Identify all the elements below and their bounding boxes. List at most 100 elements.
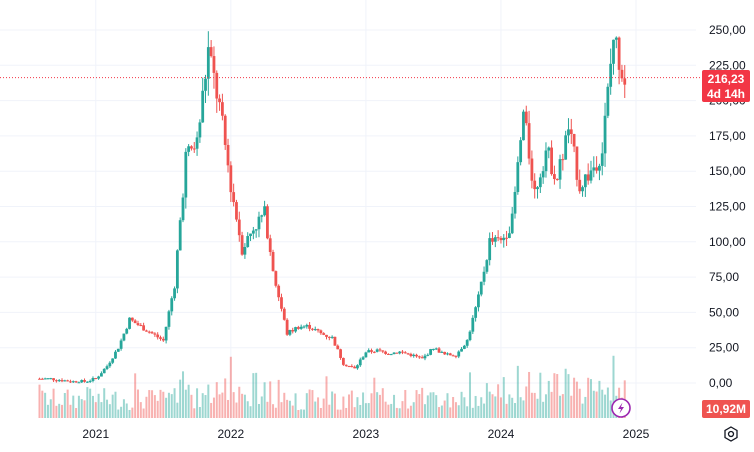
- volume-bar: [63, 392, 66, 418]
- candle-body: [569, 129, 573, 134]
- volume-bar: [61, 404, 64, 418]
- candle-body: [249, 233, 252, 237]
- volume-bar: [556, 374, 559, 418]
- candle-body: [251, 230, 255, 234]
- candle-body: [609, 63, 613, 87]
- candle-body: [277, 285, 281, 298]
- candle-body: [139, 325, 143, 327]
- candle-body: [232, 192, 236, 203]
- candle-body: [94, 378, 98, 380]
- volume-bar: [516, 365, 519, 418]
- volume-bar: [345, 407, 348, 418]
- candle-body: [80, 380, 84, 383]
- volume-bar: [497, 384, 500, 418]
- volume-bar: [567, 374, 570, 418]
- candle-body: [443, 351, 447, 355]
- candle-body: [305, 324, 309, 327]
- candle-body: [617, 37, 621, 70]
- volume-bar: [578, 388, 581, 418]
- volume-bar: [463, 397, 466, 418]
- volume-bar: [300, 409, 303, 418]
- volume-bar: [170, 394, 173, 418]
- candle-body: [485, 260, 489, 272]
- volume-bar: [601, 389, 604, 418]
- candle-body: [159, 337, 162, 339]
- candle-body: [553, 174, 556, 179]
- candle-body: [367, 350, 371, 353]
- volume-bar: [570, 395, 573, 418]
- volume-bar: [373, 377, 376, 418]
- volume-bar: [376, 392, 379, 418]
- volume-bar: [218, 394, 221, 418]
- volume-bar: [362, 392, 365, 418]
- candle-body: [282, 308, 286, 320]
- volume-bar: [97, 393, 100, 418]
- x-tick-label: 2025: [623, 427, 650, 441]
- candle-body: [153, 333, 157, 335]
- candle-body: [412, 354, 416, 357]
- volume-bar: [466, 406, 469, 418]
- candle-body: [415, 354, 418, 357]
- candle-body: [161, 338, 165, 341]
- volume-bar: [283, 392, 286, 418]
- volume-bar: [483, 403, 486, 418]
- candle-body: [325, 334, 328, 337]
- candle-body: [288, 330, 292, 335]
- candle-body: [190, 146, 193, 149]
- volume-bar: [491, 394, 494, 418]
- volume-bar: [457, 405, 460, 418]
- candle-body: [589, 170, 593, 181]
- candle-body: [462, 345, 466, 349]
- volume-bar: [342, 396, 345, 418]
- candle-body: [603, 115, 607, 154]
- volume-bar: [260, 396, 263, 418]
- volume-bar: [511, 397, 514, 418]
- candle-body: [195, 137, 199, 149]
- candle-body: [175, 250, 179, 289]
- candle-body: [130, 317, 134, 321]
- volume-bar: [606, 387, 609, 418]
- candle-body: [167, 311, 171, 327]
- volume-bar: [44, 392, 47, 418]
- gear-icon[interactable]: [724, 426, 738, 442]
- volume-bar: [122, 399, 125, 418]
- candle-body: [378, 349, 382, 351]
- volume-bar: [550, 391, 553, 418]
- candle-body: [533, 180, 537, 190]
- volume-bar: [246, 401, 249, 418]
- candle-body: [364, 352, 368, 358]
- y-tick-label: 0,00: [709, 376, 733, 390]
- candle-body: [488, 238, 492, 261]
- candle-body: [460, 348, 463, 352]
- candle-body: [516, 162, 520, 192]
- volume-bar: [106, 399, 109, 418]
- y-tick-label: 150,00: [709, 164, 746, 178]
- y-tick-label: 75,00: [709, 270, 739, 284]
- volume-bar: [522, 400, 525, 418]
- volume-bar: [446, 393, 449, 418]
- y-tick-label: 50,00: [709, 305, 739, 319]
- candle-body: [614, 37, 618, 40]
- volume-bar: [370, 393, 373, 418]
- volume-bar: [145, 396, 148, 418]
- volume-bar: [333, 393, 336, 418]
- volume-bar: [426, 395, 429, 418]
- candle-body: [116, 348, 120, 352]
- candle-body: [296, 327, 300, 329]
- candle-body: [555, 178, 559, 180]
- candle-body: [567, 129, 570, 136]
- candle-body: [547, 147, 551, 151]
- y-tick-label: 225,00: [709, 58, 746, 72]
- volume-bar: [480, 397, 483, 418]
- volume-bar: [336, 409, 339, 418]
- volume-bar: [286, 399, 289, 418]
- lightning-icon[interactable]: [611, 398, 631, 418]
- candle-body: [218, 98, 221, 103]
- volume-bar: [198, 407, 201, 418]
- candle-body: [119, 340, 123, 349]
- volume-bar: [232, 392, 235, 418]
- volume-bar: [584, 396, 587, 418]
- candle-body: [88, 380, 92, 382]
- candle-body: [522, 111, 525, 141]
